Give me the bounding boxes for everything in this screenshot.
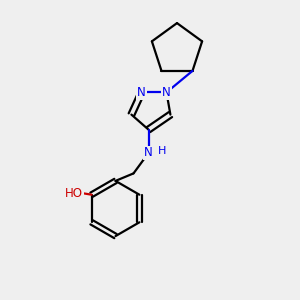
Text: HO: HO (64, 187, 82, 200)
Text: N: N (144, 146, 153, 160)
Text: N: N (137, 86, 146, 99)
Text: N: N (162, 86, 171, 99)
Text: H: H (158, 146, 166, 156)
